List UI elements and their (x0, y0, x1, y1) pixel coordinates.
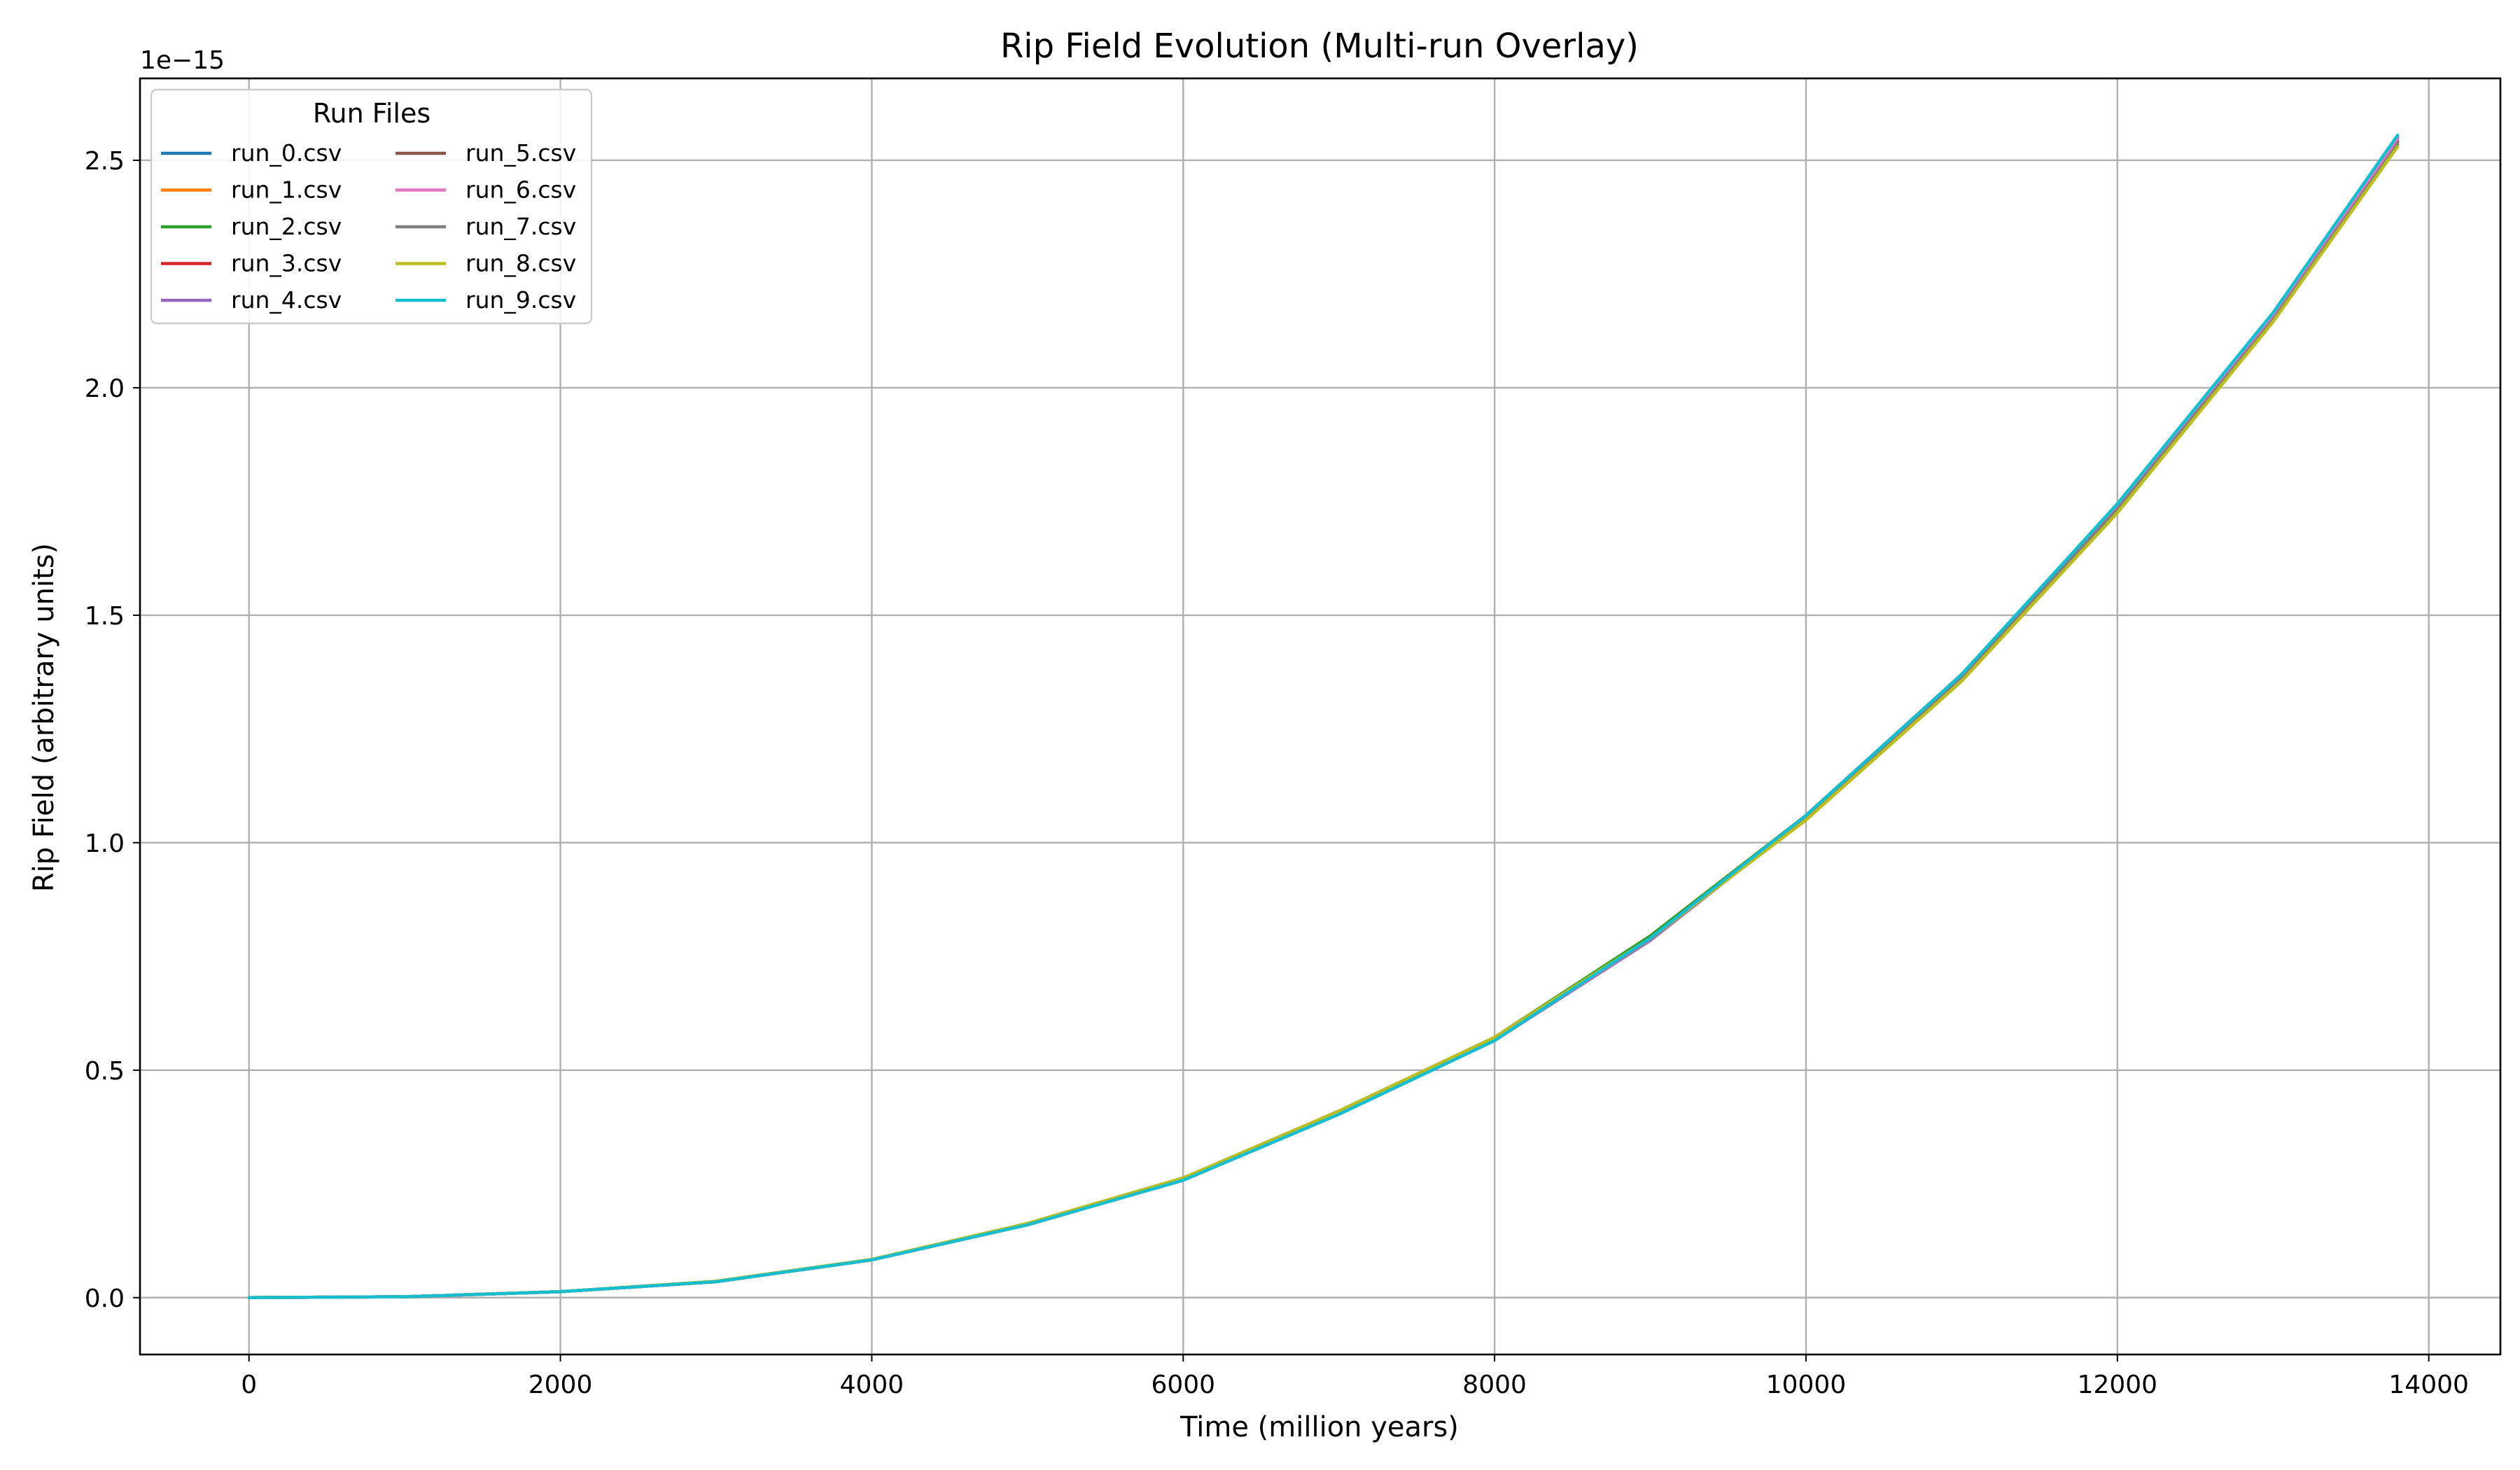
legend-label: run_2.csv (231, 213, 342, 240)
y-offset-label: 1e−15 (140, 46, 225, 75)
y-axis-label: Rip Field (arbitrary units) (28, 543, 60, 892)
x-tick-label: 14000 (2388, 1371, 2469, 1399)
legend-box (150, 88, 593, 325)
legend: Run Files run_0.csvrun_1.csvrun_2.csvrun… (150, 88, 593, 325)
plot-lines (247, 133, 2400, 1300)
x-axis: 0 2000 4000 6000 8000 10000 12000 14000 (241, 1354, 2469, 1399)
x-axis-label: Time (million years) (1180, 1411, 1459, 1443)
x-tick-label: 10000 (1766, 1371, 1847, 1399)
legend-label: run_1.csv (231, 176, 342, 204)
x-tick-label: 0 (241, 1371, 257, 1399)
legend-label: run_0.csv (231, 139, 342, 167)
legend-label: run_9.csv (465, 286, 576, 314)
y-tick-label: 2.5 (85, 147, 125, 176)
chart-title: Rip Field Evolution (Multi-run Overlay) (1000, 27, 1639, 66)
legend-entries: run_0.csv run_1.csv run_2.csv run_3.csv run_… (161, 139, 576, 314)
legend-label: run_7.csv (465, 213, 576, 240)
legend-label: run_5.csv (465, 139, 576, 167)
x-tick-label: 8000 (1462, 1371, 1527, 1399)
legend-label: run_3.csv (231, 250, 342, 277)
x-tick-label: 12000 (2078, 1371, 2158, 1399)
y-tick-label: 1.0 (85, 830, 125, 858)
y-tick-label: 0.5 (85, 1057, 125, 1086)
x-tick-label: 6000 (1151, 1371, 1215, 1399)
y-axis: 0.0 0.5 1.0 1.5 2.0 2.5 (85, 147, 140, 1313)
y-tick-label: 2.0 (85, 374, 125, 403)
series-line-run-9-csv (247, 133, 2400, 1300)
legend-label: run_6.csv (465, 176, 576, 204)
x-tick-label: 2000 (528, 1371, 593, 1399)
y-tick-label: 0.0 (85, 1284, 125, 1313)
x-tick-label: 4000 (840, 1371, 904, 1399)
legend-label: run_4.csv (231, 286, 342, 314)
axes-frame (139, 77, 2502, 1356)
legend-title: Run Files (313, 98, 430, 129)
grid (140, 78, 2500, 1354)
y-tick-label: 1.5 (85, 602, 125, 631)
legend-label: run_8.csv (465, 250, 576, 277)
